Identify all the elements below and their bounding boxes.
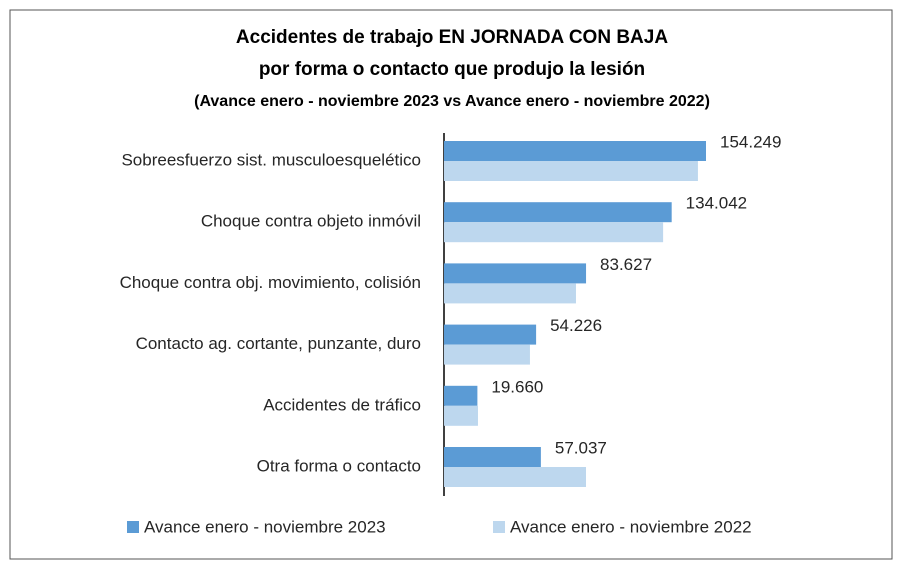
bar (444, 405, 478, 426)
bar (444, 447, 541, 467)
category-label: Accidentes de tráfico (263, 395, 421, 414)
bar (444, 141, 706, 161)
category-label: Sobreesfuerzo sist. musculoesquelético (121, 150, 421, 169)
chart-subtitle: (Avance enero - noviembre 2023 vs Avance… (194, 93, 710, 110)
value-label: 83.627 (600, 255, 652, 274)
legend-swatch (493, 521, 505, 533)
category-label: Choque contra objeto inmóvil (201, 212, 421, 231)
bar (444, 222, 664, 243)
chart-title: por forma o contacto que produjo la lesi… (259, 59, 645, 80)
legend-label: Avance enero - noviembre 2022 (510, 517, 752, 536)
legend-label: Avance enero - noviembre 2023 (144, 517, 386, 536)
category-label: Otra forma o contacto (257, 456, 421, 475)
bar (444, 202, 672, 223)
bar (444, 324, 537, 345)
value-label: 134.042 (686, 194, 747, 213)
category-label: Contacto ag. cortante, punzante, duro (136, 334, 421, 353)
bar (444, 467, 586, 487)
bar (444, 385, 478, 406)
value-label: 154.249 (720, 132, 781, 151)
value-label: 19.660 (491, 377, 543, 396)
category-label: Choque contra obj. movimiento, colisión (120, 273, 421, 292)
chart-title: Accidentes de trabajo EN JORNADA CON BAJ… (236, 27, 668, 48)
legend-swatch (127, 521, 139, 533)
bar (444, 161, 698, 181)
bar (444, 344, 530, 365)
bar (444, 283, 576, 304)
bar (444, 263, 587, 284)
value-label: 54.226 (550, 316, 602, 335)
value-label: 57.037 (555, 438, 607, 457)
